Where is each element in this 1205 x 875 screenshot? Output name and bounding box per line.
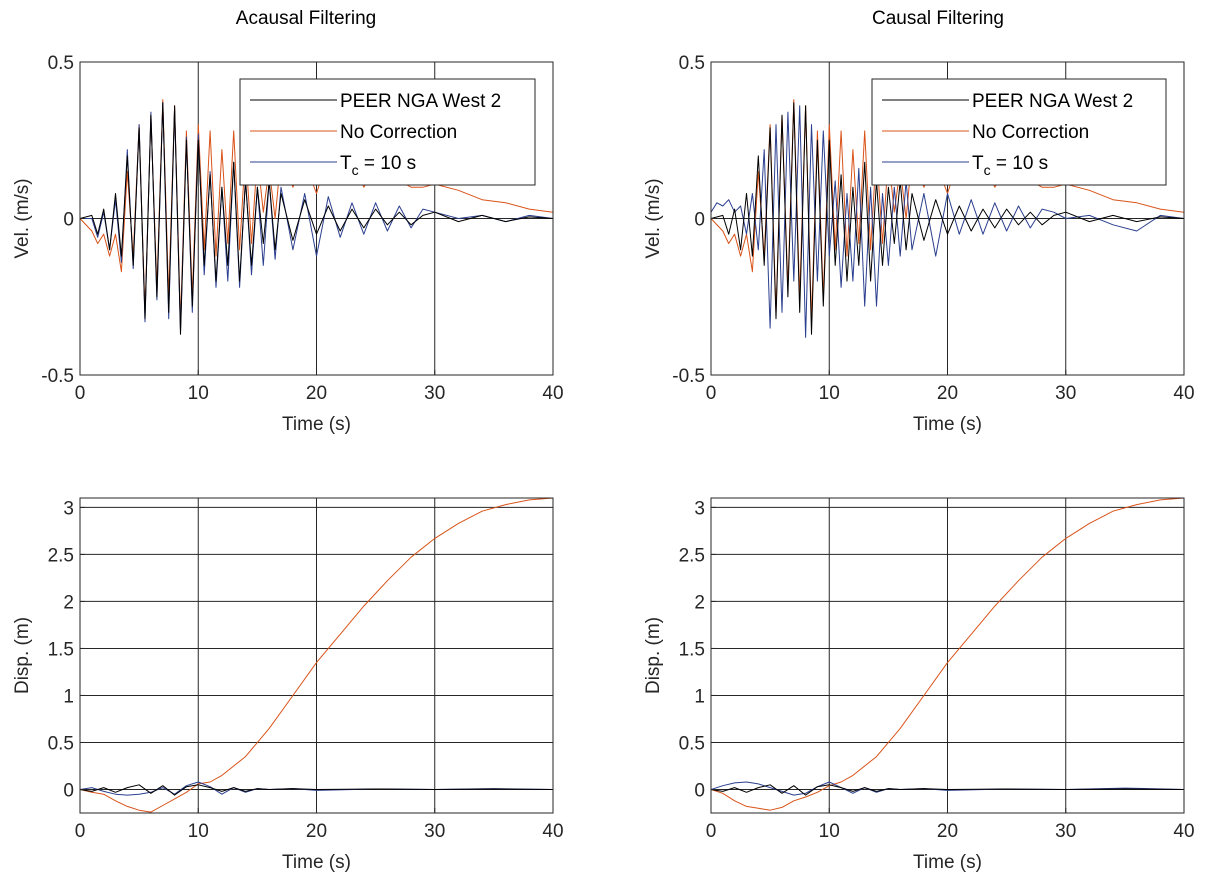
x-tick-label-3: 30 (1055, 821, 1076, 842)
y-tick-label-1: 0.5 (48, 733, 74, 754)
y-tick-label-4: 2 (63, 592, 74, 613)
x-tick-label-0: 0 (75, 821, 86, 842)
x-tick-label-0: 0 (706, 383, 717, 404)
series-line-peer-nga-west-2 (711, 784, 1184, 796)
y-tick-label-5: 2.5 (679, 545, 705, 566)
legend-box (239, 78, 536, 186)
legend-box (871, 78, 1167, 186)
x-axis-label: Time (s) (913, 852, 982, 873)
y-tick-label-2: 1 (694, 686, 705, 707)
series-line-no-correction (80, 498, 553, 813)
series-line-t-c-10-s (711, 105, 1184, 338)
y-tick-label-1: 0 (694, 210, 705, 231)
y-tick-label-0: -0.5 (672, 366, 705, 387)
x-tick-label-0: 0 (75, 383, 86, 404)
title-acausal: Acausal Filtering (235, 8, 377, 29)
legend-label-t-c-10-s: Tc = 10 s (340, 153, 416, 178)
y-tick-label-0: 0 (63, 780, 74, 801)
series-line-peer-nga-west-2 (711, 102, 1184, 335)
x-tick-label-2: 20 (306, 821, 327, 842)
plot-causal-disp: 0 10 20 30 40 0 0.5 1 1.5 2 2.5 3 Time (s) Disp. (m) (643, 497, 1195, 873)
y-axis-label: Vel. (m/s) (643, 178, 664, 258)
x-tick-label-4: 40 (542, 383, 563, 404)
y-tick-label-2: 0.5 (48, 53, 74, 74)
y-tick-label-4: 2 (694, 592, 705, 613)
x-axis-label: Time (s) (913, 414, 982, 435)
y-axis-label: Disp. (m) (12, 617, 33, 694)
series-group (80, 498, 553, 813)
plot-acausal-disp: 0 10 20 30 40 0 0.5 1 1.5 2 2.5 3 Time (s) Disp. (m) (12, 497, 564, 873)
legend: PEER NGA West 2 No Correction Tc = 10 s (871, 78, 1167, 186)
x-axis-label: Time (s) (282, 852, 351, 873)
x-tick-label-3: 30 (1055, 383, 1076, 404)
legend: PEER NGA West 2 No Correction Tc = 10 s (239, 78, 536, 186)
series-line-no-correction (711, 498, 1184, 811)
y-axis-label: Disp. (m) (643, 617, 664, 694)
y-tick-label-6: 3 (63, 498, 74, 519)
x-tick-label-1: 10 (188, 383, 209, 404)
x-tick-label-4: 40 (1173, 821, 1194, 842)
legend-label-no-correction: No Correction (340, 122, 457, 143)
x-tick-label-3: 30 (424, 383, 445, 404)
series-line-t-c-10-s (80, 781, 553, 796)
title-causal: Causal Filtering (872, 8, 1004, 29)
x-tick-label-2: 20 (937, 383, 958, 404)
series-line-peer-nga-west-2 (80, 784, 553, 796)
legend-label-peer-nga-west-2: PEER NGA West 2 (340, 91, 501, 112)
y-tick-label-1: 0.5 (679, 733, 705, 754)
x-tick-label-1: 10 (819, 821, 840, 842)
x-tick-label-2: 20 (937, 821, 958, 842)
x-tick-label-2: 20 (306, 383, 327, 404)
x-tick-label-1: 10 (188, 821, 209, 842)
legend-label-peer-nga-west-2: PEER NGA West 2 (972, 91, 1133, 112)
y-tick-label-3: 1.5 (48, 639, 74, 660)
x-tick-label-1: 10 (819, 383, 840, 404)
x-axis-label: Time (s) (282, 414, 351, 435)
y-tick-label-6: 3 (694, 498, 705, 519)
y-tick-label-0: 0 (694, 780, 705, 801)
legend-label-t-c-10-s: Tc = 10 s (972, 153, 1048, 178)
x-tick-label-4: 40 (542, 821, 563, 842)
x-tick-label-0: 0 (706, 821, 717, 842)
x-tick-label-4: 40 (1173, 383, 1194, 404)
y-tick-label-0: -0.5 (41, 366, 74, 387)
series-group (711, 498, 1184, 811)
y-tick-label-5: 2.5 (48, 545, 74, 566)
y-tick-label-2: 1 (63, 686, 74, 707)
y-tick-label-3: 1.5 (679, 639, 705, 660)
y-axis-label: Vel. (m/s) (12, 178, 33, 258)
series-line-peer-nga-west-2 (80, 102, 553, 335)
y-tick-label-2: 0.5 (679, 53, 705, 74)
x-tick-label-3: 30 (424, 821, 445, 842)
y-tick-label-1: 0 (63, 210, 74, 231)
legend-label-no-correction: No Correction (972, 122, 1089, 143)
